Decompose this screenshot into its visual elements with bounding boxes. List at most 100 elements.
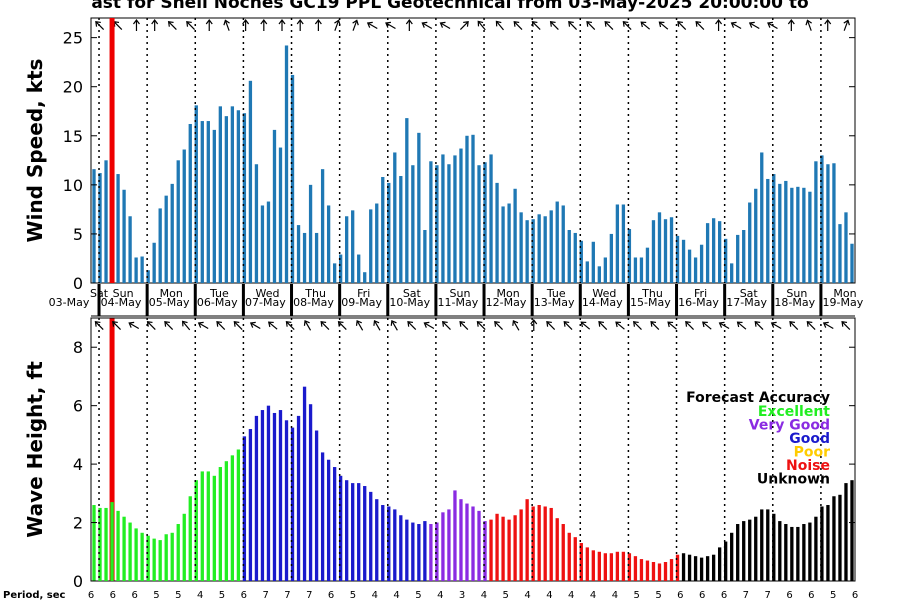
date-label: 19-May xyxy=(823,296,864,309)
wind-bar xyxy=(543,216,547,283)
legend-entry: Very Good xyxy=(749,418,830,434)
wave-bar xyxy=(122,516,126,581)
wind-bar xyxy=(657,212,662,283)
wind-bar xyxy=(200,121,204,283)
direction-arrow xyxy=(459,21,469,30)
arrow-head xyxy=(640,21,647,28)
arrow-shaft xyxy=(768,22,778,30)
arrow-shaft xyxy=(750,22,760,30)
arrow-shaft xyxy=(460,322,469,330)
wave-bar xyxy=(242,436,247,581)
wave-bar xyxy=(748,519,752,581)
direction-arrow xyxy=(442,321,451,330)
wave-bar xyxy=(820,506,824,581)
wind-bar xyxy=(357,254,361,283)
day-name-label: Sun xyxy=(113,287,134,300)
arrow-head xyxy=(355,319,362,326)
arrow-shaft xyxy=(514,22,523,30)
wind-bar xyxy=(669,217,674,283)
wave-bar xyxy=(176,524,180,581)
arrow-shaft xyxy=(772,322,782,330)
wind-bar xyxy=(351,210,355,283)
wind-bar xyxy=(284,45,289,284)
arrow-shaft xyxy=(234,322,243,330)
day-name-label: Sat xyxy=(90,287,109,300)
wave-bar xyxy=(537,505,541,581)
period-value: 7 xyxy=(764,590,770,600)
period-value: 4 xyxy=(612,590,618,600)
wind-bar xyxy=(730,263,734,283)
wind-bar xyxy=(621,204,626,283)
wind-bar xyxy=(579,240,583,283)
arrow-shaft xyxy=(217,322,226,330)
direction-arrow xyxy=(242,19,250,31)
arrow-head xyxy=(366,21,373,28)
wave-bar xyxy=(369,491,373,581)
wind-bar xyxy=(320,169,325,283)
wave-bar xyxy=(633,556,638,581)
wave-bar xyxy=(284,420,289,581)
arrow-shaft xyxy=(95,322,104,330)
direction-arrow xyxy=(94,321,104,330)
period-value: 4 xyxy=(524,590,530,600)
wind-bar xyxy=(170,183,174,283)
arrow-shaft xyxy=(495,322,504,330)
direction-arrow xyxy=(459,321,469,330)
direction-arrow xyxy=(303,319,312,331)
wind-bar xyxy=(609,233,614,283)
wave-bar xyxy=(212,475,216,581)
arrow-head xyxy=(334,19,341,26)
direction-arrow xyxy=(549,21,559,30)
wave-bar xyxy=(152,538,156,581)
day-strip-divider xyxy=(482,284,486,316)
direction-arrow xyxy=(132,19,140,31)
wave-bar xyxy=(278,410,283,581)
arrow-head xyxy=(667,321,674,328)
direction-arrow xyxy=(650,321,660,330)
wave-bar xyxy=(308,404,313,581)
arrow-head xyxy=(182,320,188,327)
arrow-head xyxy=(151,19,159,25)
day-name-label: Wed xyxy=(592,287,616,300)
wind-bar xyxy=(266,201,271,283)
direction-arrow xyxy=(513,21,523,30)
wind-bar xyxy=(693,257,698,283)
direction-arrow xyxy=(805,19,812,31)
arrow-shaft xyxy=(478,21,486,31)
day-name-label: Wed xyxy=(255,287,279,300)
day-strip-divider xyxy=(290,284,294,316)
date-label: 17-May xyxy=(726,296,767,309)
wave-bar xyxy=(525,499,529,581)
wave-bar xyxy=(387,506,391,581)
period-value: 6 xyxy=(852,590,858,600)
wave-bar xyxy=(573,537,577,581)
arrow-shaft xyxy=(532,22,541,30)
arrow-shaft xyxy=(564,322,573,330)
arrow-shaft xyxy=(496,21,504,31)
wave-bar xyxy=(687,554,692,581)
direction-arrow xyxy=(285,321,295,330)
direction-arrow xyxy=(385,21,396,30)
current-time-marker xyxy=(109,318,115,581)
arrow-shaft xyxy=(633,322,642,330)
arrow-head xyxy=(513,21,520,27)
direction-arrow xyxy=(615,321,625,330)
arrow-head xyxy=(824,19,832,25)
y-tick-label: 2 xyxy=(73,514,83,533)
wind-bar xyxy=(651,220,656,283)
direction-arrow xyxy=(112,321,122,330)
wind-bar xyxy=(405,118,409,283)
wave-bar xyxy=(146,535,150,581)
wind-bar xyxy=(501,206,505,283)
wave-bar xyxy=(561,524,565,581)
wave-bar xyxy=(188,496,192,581)
arrow-shaft xyxy=(790,322,799,330)
wave-bar xyxy=(603,553,608,581)
wind-bar xyxy=(844,212,848,283)
wave-bar xyxy=(411,522,415,581)
wave-bar xyxy=(495,513,499,581)
wind-bar xyxy=(369,209,373,283)
direction-arrow xyxy=(530,319,538,331)
wave-bar xyxy=(567,532,571,581)
